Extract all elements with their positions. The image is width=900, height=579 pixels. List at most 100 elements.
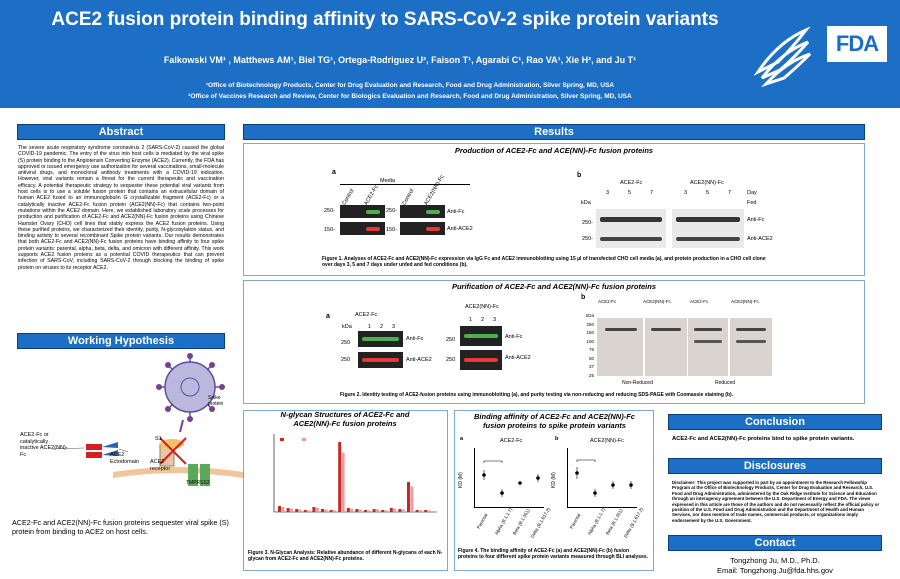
fig2b-mw-150: 150 <box>586 330 594 335</box>
author-list: Falkowski VM¹ , Matthews AM¹, Biel TG¹, … <box>163 55 637 65</box>
fig1b-day-5b: 5 <box>706 190 710 196</box>
glycan-bar <box>346 508 350 512</box>
contact-email[interactable]: Email: Tongzhong.Ju@fda.hhs.gov <box>717 566 833 575</box>
disclosures-heading: Disclosures <box>668 458 882 474</box>
fig2b-gel-r-2 <box>730 318 772 376</box>
poster-title: ACE2 fusion protein binding affinity to … <box>51 9 719 30</box>
fig2a-lane3: 3 <box>392 324 396 330</box>
fig1b-ace2nnfc-label: ACE2(NN)-Fc <box>690 180 724 186</box>
fig1-media-label: Media <box>380 178 395 184</box>
figure-2-caption: Figure 2. Identity testing of ACE2-fusio… <box>340 392 734 398</box>
affiliation-1: ¹Office of Biotechnology Products, Cente… <box>205 82 615 89</box>
hypothesis-diagram <box>51 353 243 486</box>
fig2a-ace2fc: ACE2-Fc <box>355 312 378 318</box>
figure-3-title: N-glycan Structures of ACE2-Fc and ACE2(… <box>280 410 410 428</box>
glycan-bar <box>364 510 367 512</box>
abstract-text: The severe acute respiratory syndrome co… <box>18 145 224 271</box>
fig1a-blot-fc-1 <box>340 205 385 218</box>
figure-4-panel <box>454 410 654 571</box>
fig2a-antiace2-2: Anti-ACE2 <box>505 355 531 361</box>
fig1a-antifc: Anti-Fc <box>447 209 465 215</box>
glycan-bar <box>341 452 345 512</box>
fig1-panel-b-label: b <box>577 172 582 179</box>
fig1-media-bar <box>340 184 470 185</box>
glycan-bar <box>367 510 371 512</box>
results-heading: Results <box>243 124 865 140</box>
fig1-panel-a-label: a <box>332 169 336 176</box>
fig2b-mw-25: 25 <box>588 372 594 378</box>
glycan-bar <box>410 486 414 512</box>
fig2b-mw-37: 37 <box>588 364 594 369</box>
glycan-bar <box>381 510 385 512</box>
glycan-bar <box>376 509 379 512</box>
fig4-panel-a-label: a <box>460 436 464 442</box>
fig2a-mw-2: 250 <box>341 357 351 363</box>
contact-heading: Contact <box>668 535 882 551</box>
fig4-panel-b-name: ACE2(NN)-Fc <box>590 438 624 444</box>
fig2-panel-b-label: b <box>581 294 586 301</box>
fig2a-ace2nnfc: ACE2(NN)-Fc <box>465 304 499 310</box>
fig2a-lane1b: 1 <box>469 317 473 323</box>
fig1b-day-7b: 7 <box>728 190 732 196</box>
fig2b-mw-250: 250 <box>586 321 594 327</box>
fig1a-mw-150: 150- <box>324 227 336 233</box>
figure-2-title: Purification of ACE2-Fc and ACE2(NN)-Fc … <box>451 282 657 291</box>
fig2a-kda: kDa <box>342 324 352 330</box>
fig1a-mw-250b: 250- <box>386 208 398 214</box>
figure-4-title: Binding affinity of ACE2-Fc and ACE2(NN)… <box>474 412 635 430</box>
fig2a-blot-ace2-2 <box>460 350 502 370</box>
fig1a-blot-ace2-2 <box>400 222 445 235</box>
glycan-bar <box>384 510 388 512</box>
fig2b-mw-50: 50 <box>588 355 594 361</box>
fig2a-blot-ace2-1 <box>358 352 403 368</box>
glycan-bar <box>419 510 422 512</box>
fig2a-lane3b: 3 <box>493 317 497 323</box>
fig2b-gel-r-1 <box>688 318 728 376</box>
fig2b-mw-100: 100 <box>586 338 594 344</box>
glycan-bar <box>281 506 285 512</box>
fig2b-reduced: Reduced <box>715 380 736 386</box>
glycan-bar <box>424 510 428 512</box>
fig1b-fed-label: Fed <box>747 200 757 206</box>
hypothesis-caption: ACE2-Fc and ACE2(NN)-Fc fusion proteins … <box>12 518 229 536</box>
fig2b-ace2fc-r: ACE2-Fc <box>690 299 709 304</box>
fig2-panel-a-label: a <box>326 313 330 320</box>
fig1b-mw-250: 250- <box>582 220 594 226</box>
glycan-bar <box>290 508 293 512</box>
glycan-bar <box>278 506 281 512</box>
fig4-plot-a <box>474 448 544 508</box>
hypothesis-heading: Working Hypothesis <box>17 333 225 349</box>
fusion-protein-label: ACE2-Fc or catalytically inactive ACE2(N… <box>20 432 68 458</box>
fig2a-antifc-2: Anti-Fc <box>505 334 523 340</box>
glycan-bar <box>298 509 302 512</box>
fig3-glycan-chart <box>273 434 437 513</box>
fig4-panel-b-label: b <box>555 436 559 442</box>
ace2-ectodomain-label: ACE2 Ectodomain <box>110 452 140 465</box>
fig1a-antiace2: Anti-ACE2 <box>447 226 473 232</box>
glycan-bar <box>415 510 419 512</box>
fig1a-mw-250: 250- <box>324 208 336 214</box>
glycan-bar <box>312 507 316 512</box>
fig4-plot-b <box>567 448 637 508</box>
abstract-heading: Abstract <box>17 124 225 140</box>
fig2b-gel-nr-2 <box>645 318 687 376</box>
fig4-panel-a-name: ACE2-Fc <box>500 438 523 444</box>
fig1b-day-7: 7 <box>650 190 654 196</box>
fig2b-mw-75: 75 <box>588 347 594 352</box>
conclusion-text: ACE2-Fc and ACE2(NN)-Fc proteins bind to… <box>672 436 855 442</box>
tmprss2-label: TMPRSS2 <box>186 480 210 486</box>
glycan-bar <box>315 507 319 512</box>
poster-header <box>0 0 900 108</box>
fig1b-antiace2: Anti-ACE2 <box>747 236 773 242</box>
affiliation-2: ²Office of Vaccines Research and Review,… <box>188 93 632 100</box>
fig2a-mw-1: 250 <box>341 340 351 346</box>
conclusion-heading: Conclusion <box>668 414 882 430</box>
fig2a-blot-fc-2 <box>460 326 502 346</box>
fig2b-ace2nnfc-nr: ACE2(NN)-Fc <box>643 299 671 304</box>
fig1b-day-label: Day <box>747 190 757 196</box>
fig1b-mw-250b: 250- <box>582 236 594 242</box>
ace2-receptor-label: ACE2 receptor <box>150 459 171 472</box>
fig4b-ylabel: KD (M) <box>551 472 557 488</box>
fig2a-lane1: 1 <box>368 324 372 330</box>
figure-4-caption: Figure 4. The binding affinity of ACE2-F… <box>458 548 649 561</box>
